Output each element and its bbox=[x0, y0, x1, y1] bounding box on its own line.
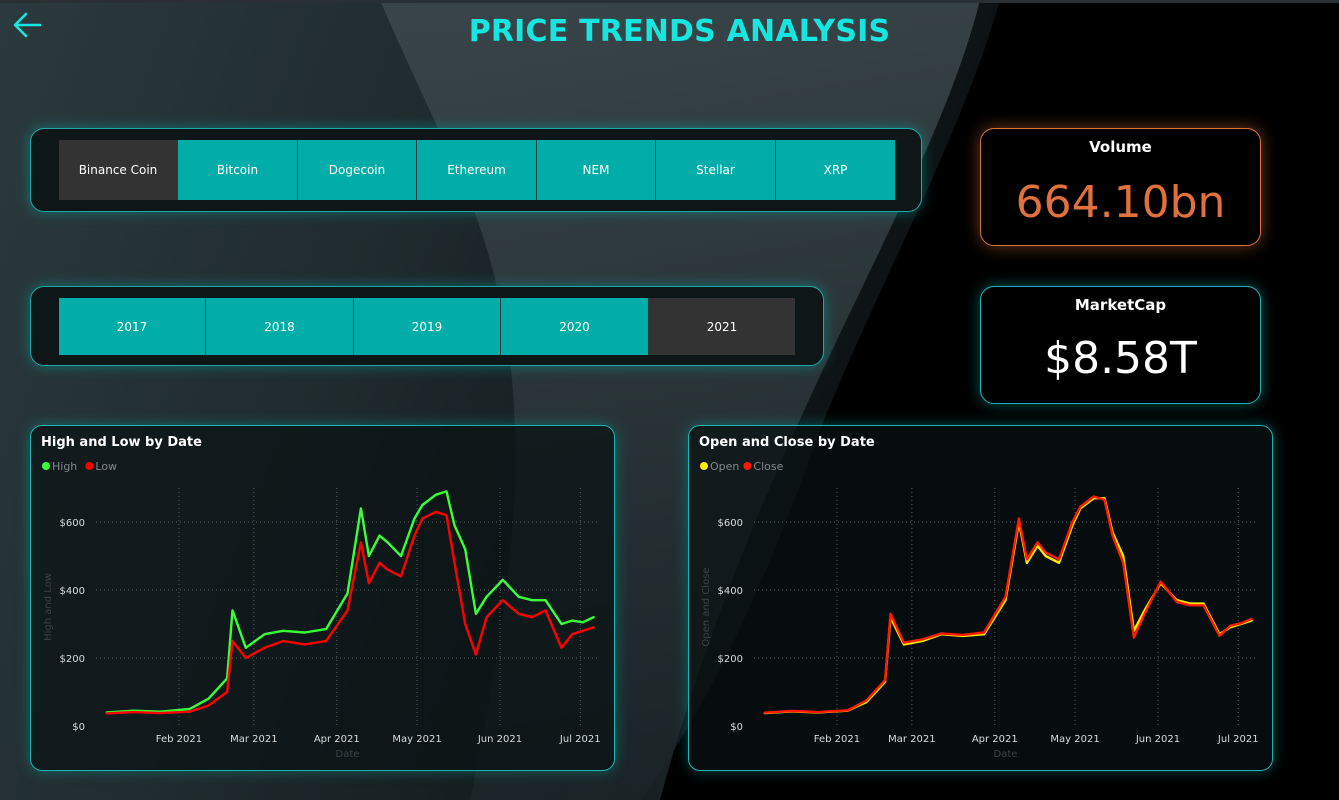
marketcap-card: MarketCap $8.58T bbox=[980, 286, 1261, 404]
high-low-chart: High and Low by Date High Low $0 $200 $400 $60… bbox=[41, 435, 601, 760]
y-tick-label: $600 bbox=[718, 518, 743, 529]
marketcap-value: $8.58T bbox=[1044, 333, 1197, 384]
coin-slicer: Binance Coin Bitcoin Dogecoin Ethereum N… bbox=[30, 128, 922, 212]
high-low-chart-panel: High and Low by Date High Low $0 $200 $400 $60… bbox=[30, 425, 615, 771]
legend-marker-close bbox=[743, 462, 752, 470]
marketcap-label: MarketCap bbox=[1074, 296, 1167, 314]
y-axis-title: High and Low bbox=[43, 573, 54, 641]
legend-label-high[interactable]: High bbox=[52, 460, 77, 473]
open-close-chart: Open and Close by Date Open Close $0 $200 $40… bbox=[699, 435, 1259, 760]
y-tick-label: $400 bbox=[718, 586, 743, 597]
x-axis-title: Date bbox=[336, 749, 360, 760]
legend-marker-low bbox=[85, 462, 94, 470]
chart-title: High and Low by Date bbox=[41, 435, 202, 450]
x-tick-label: Apr 2021 bbox=[314, 734, 360, 745]
legend-label-close[interactable]: Close bbox=[753, 460, 783, 473]
y-tick-label: $600 bbox=[60, 518, 85, 529]
top-border bbox=[0, 0, 1339, 3]
coin-button-binance-coin[interactable]: Binance Coin bbox=[59, 140, 178, 200]
legend-marker-open bbox=[700, 462, 708, 470]
year-button-2017[interactable]: 2017 bbox=[59, 298, 206, 355]
coin-button-ethereum[interactable]: Ethereum bbox=[417, 140, 537, 200]
volume-value: 664.10bn bbox=[1015, 177, 1226, 228]
x-tick-label: Mar 2021 bbox=[230, 734, 278, 745]
x-tick-label: Jul 2021 bbox=[559, 734, 601, 745]
year-button-2019[interactable]: 2019 bbox=[354, 298, 501, 355]
x-tick-label: May 2021 bbox=[1050, 734, 1099, 745]
year-button-2018[interactable]: 2018 bbox=[206, 298, 354, 355]
coin-button-dogecoin[interactable]: Dogecoin bbox=[298, 140, 417, 200]
series-line-high bbox=[105, 490, 595, 714]
year-button-2021[interactable]: 2021 bbox=[649, 298, 795, 355]
y-tick-label: $0 bbox=[730, 722, 743, 733]
coin-button-bitcoin[interactable]: Bitcoin bbox=[178, 140, 298, 200]
x-axis-title: Date bbox=[994, 749, 1018, 760]
page-title: PRICE TRENDS ANALYSIS bbox=[468, 14, 891, 49]
year-slicer: 2017 2018 2019 2020 2021 bbox=[30, 286, 824, 366]
volume-label: Volume bbox=[1089, 138, 1152, 156]
year-button-2020[interactable]: 2020 bbox=[501, 298, 649, 355]
x-tick-label: Feb 2021 bbox=[814, 734, 860, 745]
series-line-open bbox=[763, 496, 1253, 715]
coin-button-nem[interactable]: NEM bbox=[537, 140, 656, 200]
legend-marker-high bbox=[42, 462, 50, 470]
open-close-chart-panel: Open and Close by Date Open Close $0 $200 $40… bbox=[688, 425, 1273, 771]
x-tick-label: Mar 2021 bbox=[888, 734, 936, 745]
x-tick-label: Jun 2021 bbox=[1135, 734, 1180, 745]
x-tick-label: Jun 2021 bbox=[477, 734, 522, 745]
x-tick-label: Feb 2021 bbox=[156, 734, 202, 745]
x-tick-label: Apr 2021 bbox=[972, 734, 1018, 745]
y-tick-label: $0 bbox=[72, 722, 85, 733]
x-tick-label: May 2021 bbox=[392, 734, 441, 745]
coin-button-xrp[interactable]: XRP bbox=[776, 140, 895, 200]
volume-card: Volume 664.10bn bbox=[980, 128, 1261, 246]
coin-button-stellar[interactable]: Stellar bbox=[656, 140, 776, 200]
y-tick-label: $200 bbox=[718, 654, 743, 665]
legend-label-open[interactable]: Open bbox=[710, 460, 739, 473]
series-line-low bbox=[105, 510, 595, 715]
y-axis-title: Open and Close bbox=[701, 567, 712, 646]
year-slicer-buttons: 2017 2018 2019 2020 2021 bbox=[59, 298, 795, 355]
back-arrow-icon[interactable] bbox=[12, 10, 44, 40]
y-tick-label: $200 bbox=[60, 654, 85, 665]
series-line-close bbox=[763, 495, 1253, 714]
y-tick-label: $400 bbox=[60, 586, 85, 597]
chart-title: Open and Close by Date bbox=[699, 435, 875, 450]
coin-slicer-buttons: Binance Coin Bitcoin Dogecoin Ethereum N… bbox=[59, 140, 895, 200]
x-tick-label: Jul 2021 bbox=[1217, 734, 1259, 745]
legend-label-low[interactable]: Low bbox=[95, 460, 117, 473]
